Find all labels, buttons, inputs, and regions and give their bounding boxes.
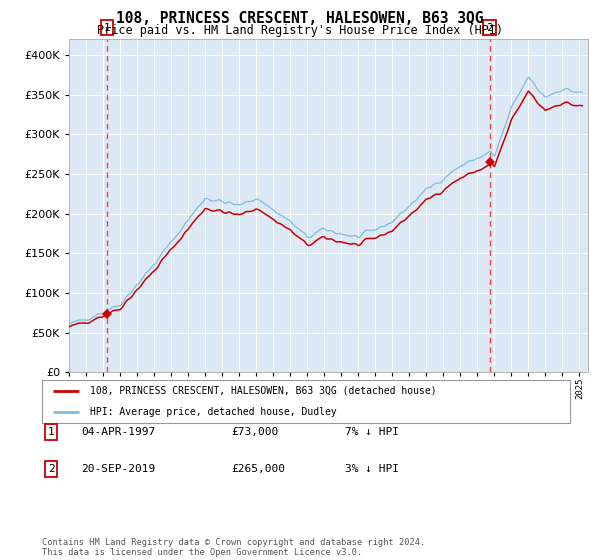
Text: 2: 2 <box>486 22 493 32</box>
Text: 3% ↓ HPI: 3% ↓ HPI <box>345 464 399 474</box>
Text: 7% ↓ HPI: 7% ↓ HPI <box>345 427 399 437</box>
Text: 108, PRINCESS CRESCENT, HALESOWEN, B63 3QG (detached house): 108, PRINCESS CRESCENT, HALESOWEN, B63 3… <box>89 386 436 396</box>
Text: Contains HM Land Registry data © Crown copyright and database right 2024.
This d: Contains HM Land Registry data © Crown c… <box>42 538 425 557</box>
Text: 108, PRINCESS CRESCENT, HALESOWEN, B63 3QG: 108, PRINCESS CRESCENT, HALESOWEN, B63 3… <box>116 11 484 26</box>
Text: 1: 1 <box>104 22 110 32</box>
Text: 04-APR-1997: 04-APR-1997 <box>81 427 155 437</box>
Text: Price paid vs. HM Land Registry's House Price Index (HPI): Price paid vs. HM Land Registry's House … <box>97 24 503 36</box>
Text: 2: 2 <box>47 464 55 474</box>
Text: £73,000: £73,000 <box>231 427 278 437</box>
Text: £265,000: £265,000 <box>231 464 285 474</box>
Text: 1: 1 <box>47 427 55 437</box>
Text: HPI: Average price, detached house, Dudley: HPI: Average price, detached house, Dudl… <box>89 407 336 417</box>
Text: 20-SEP-2019: 20-SEP-2019 <box>81 464 155 474</box>
